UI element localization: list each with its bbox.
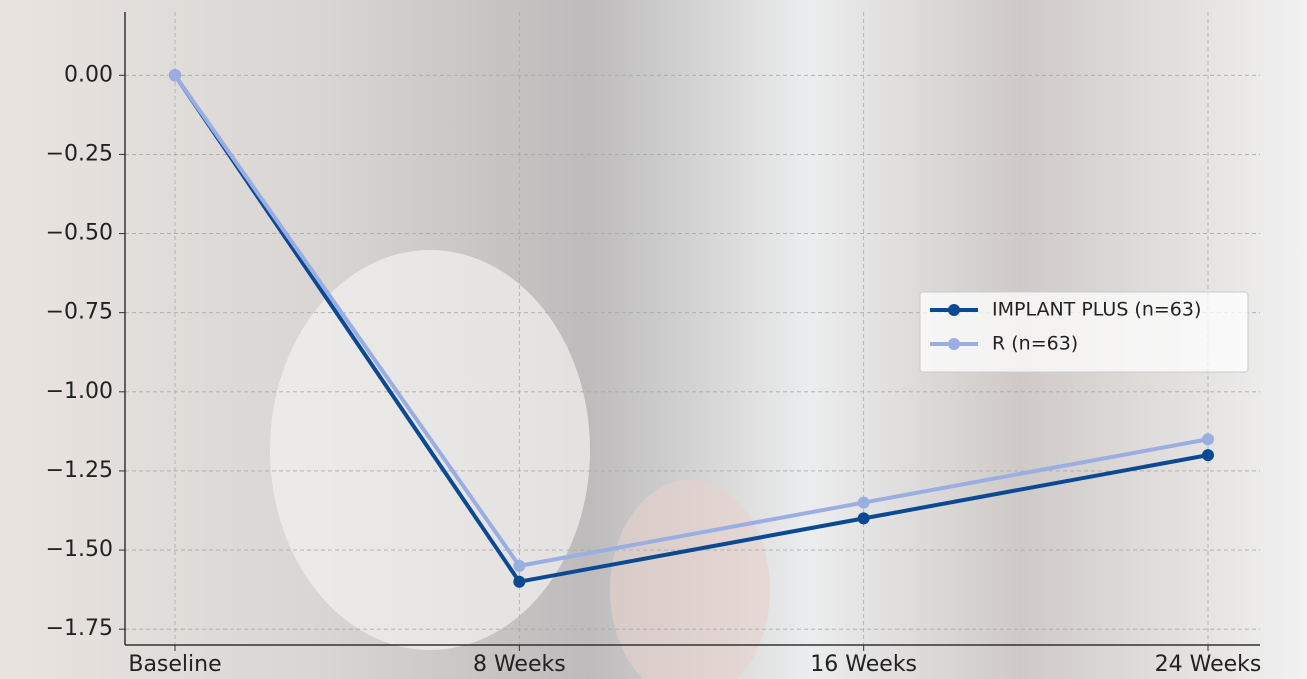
data-point bbox=[169, 69, 181, 82]
series-line bbox=[173, 74, 1209, 584]
y-tick-label: −0.25 bbox=[46, 141, 113, 166]
legend-box bbox=[919, 291, 1249, 373]
y-tick-label: −1.25 bbox=[46, 458, 113, 483]
y-tick-label: −0.75 bbox=[46, 300, 113, 325]
legend-marker bbox=[948, 304, 960, 316]
x-tick-label: 16 Weeks bbox=[810, 652, 917, 677]
y-tick-label: −1.75 bbox=[46, 616, 113, 641]
x-tick-label: 24 Weeks bbox=[1155, 652, 1262, 677]
data-point bbox=[857, 512, 870, 525]
data-point bbox=[1202, 449, 1214, 462]
legend-label: R (n=63) bbox=[992, 333, 1078, 355]
data-point bbox=[513, 559, 526, 572]
data-point bbox=[1202, 433, 1214, 446]
data-point bbox=[513, 575, 526, 588]
legend-marker bbox=[948, 338, 960, 350]
legend-label: IMPLANT PLUS (n=63) bbox=[992, 299, 1201, 321]
x-tick-label: Baseline bbox=[128, 652, 221, 677]
series-line bbox=[173, 74, 1209, 568]
y-tick-label: 0.00 bbox=[64, 62, 113, 87]
y-tick-label: −1.50 bbox=[46, 537, 113, 562]
data-point bbox=[857, 496, 870, 509]
x-tick-label: 8 Weeks bbox=[473, 652, 566, 677]
y-tick-label: −1.00 bbox=[46, 379, 113, 404]
y-tick-label: −0.50 bbox=[46, 221, 113, 246]
